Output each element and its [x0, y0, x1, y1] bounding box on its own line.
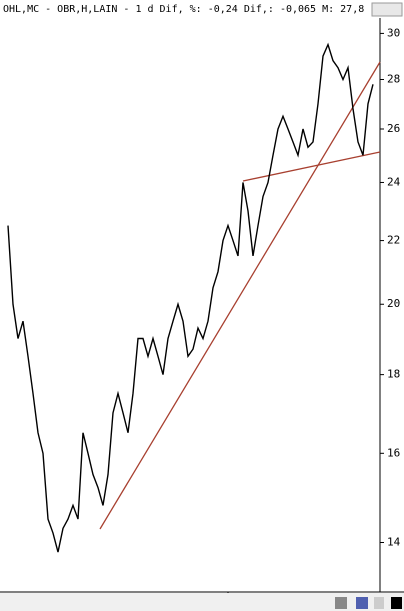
toolbar	[0, 593, 404, 611]
y-tick-label: 22	[387, 234, 400, 247]
toolbar-icon[interactable]	[335, 597, 347, 609]
y-tick-label: 26	[387, 122, 400, 135]
y-tick-label: 20	[387, 297, 400, 310]
toolbar-icon[interactable]	[391, 597, 402, 609]
price-line	[7, 42, 374, 553]
y-tick-label: 16	[387, 446, 400, 459]
y-tick-label: 24	[387, 175, 401, 188]
trend-line	[99, 61, 381, 530]
y-tick-label: 30	[387, 26, 400, 39]
toolbar-icon[interactable]	[374, 597, 384, 609]
y-tick-label: 14	[387, 535, 401, 548]
toolbar-icon[interactable]	[356, 597, 368, 609]
trend-line	[242, 151, 381, 182]
y-tick-label: 18	[387, 368, 400, 381]
chart-title: OHL,MC - OBR,H,LAIN - 1 d Dif, %: -0,24 …	[3, 4, 364, 15]
header	[0, 0, 404, 18]
header-buttons[interactable]	[371, 2, 403, 17]
y-tick-label: 28	[387, 72, 400, 85]
